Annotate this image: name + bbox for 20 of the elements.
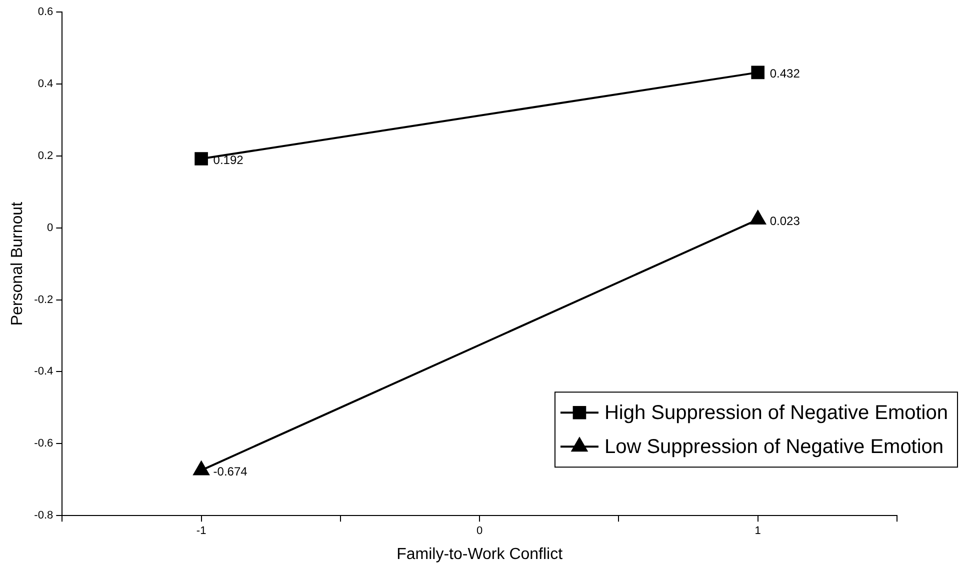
legend-label: High Suppression of Negative Emotion: [604, 402, 948, 424]
x-tick-label: -1: [196, 525, 206, 538]
data-label: 0.023: [770, 214, 800, 228]
y-axis-title: Personal Burnout: [9, 201, 26, 326]
x-tick-label: 0: [476, 525, 483, 538]
y-tick-label: 0.2: [38, 150, 54, 162]
y-tick-label: -0.6: [34, 438, 54, 450]
data-label: -0.674: [213, 464, 248, 479]
y-tick-label: 0: [47, 222, 54, 234]
data-label: 0.432: [770, 66, 800, 81]
x-axis-title: Family-to-Work Conflict: [396, 546, 564, 563]
y-tick-label: -0.2: [34, 294, 54, 306]
y-tick-label: 0.4: [38, 78, 54, 90]
legend-label: Low Suppression of Negative Emotion: [604, 436, 944, 458]
y-tick-label: -0.4: [34, 366, 54, 378]
point: [194, 152, 208, 166]
y-tick-label: -0.8: [34, 510, 54, 522]
y-tick-label: 0.6: [38, 6, 54, 18]
point: [751, 66, 765, 80]
x-tick-label: 1: [754, 525, 761, 538]
